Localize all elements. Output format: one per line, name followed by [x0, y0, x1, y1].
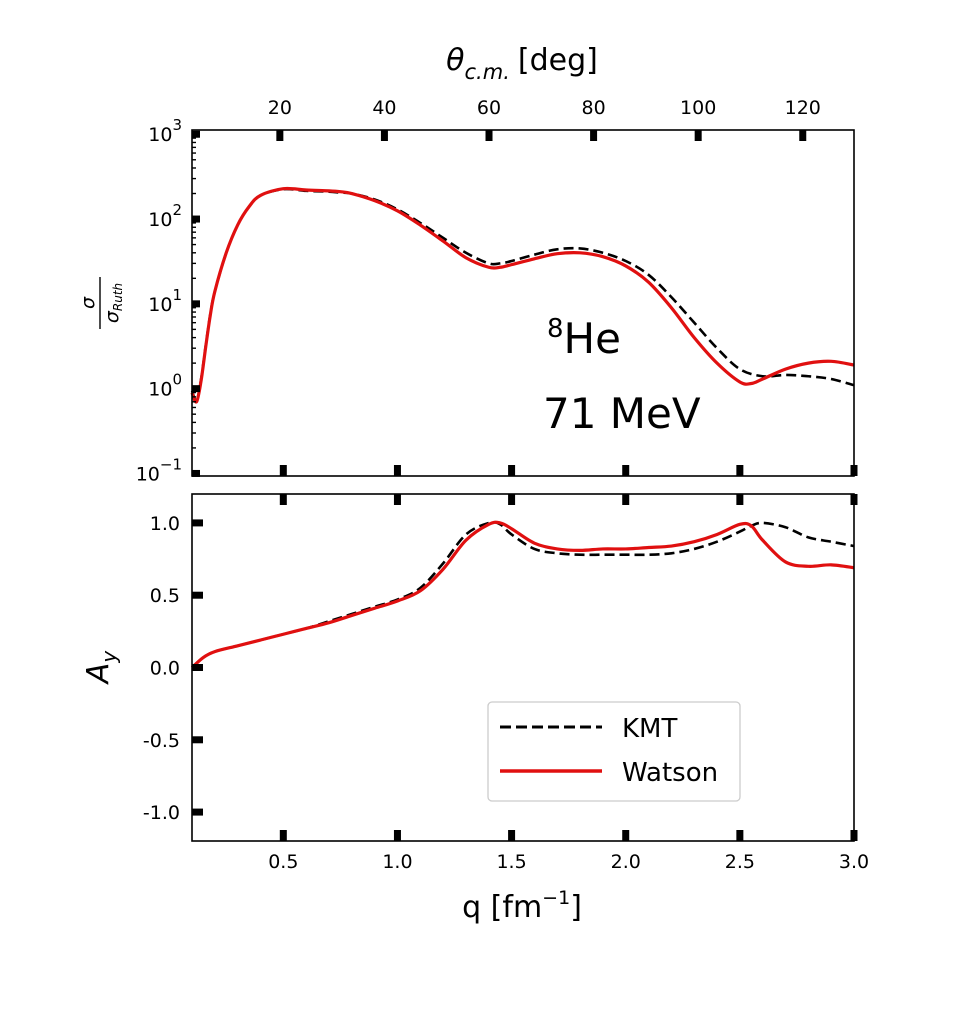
top-y-tick-label: 10−1 [136, 455, 182, 485]
ylabel-denominator: σRuth [101, 283, 125, 323]
legend-kmt-label: KMT [622, 714, 677, 744]
theta-tick-label: 80 [581, 97, 605, 119]
legend: KMT Watson [487, 701, 741, 802]
top-y-tick-base: 10 [148, 379, 172, 401]
top-y-major-tick [192, 300, 200, 308]
top-y-tick-label: 101 [148, 286, 182, 316]
ay-subscript: y [97, 650, 121, 664]
ylabel-den-sub: Ruth [111, 283, 125, 311]
energy-annotation: 71 MeV [543, 389, 701, 438]
bottom-series-kmt [191, 520, 855, 669]
bottom-x-tick-label: 1.0 [382, 851, 412, 873]
top-q-tick [736, 465, 744, 476]
bottom-q-top-tick [622, 494, 630, 505]
top-q-tick [393, 465, 401, 476]
top-y-major-tick [192, 130, 200, 138]
legend-watson-label: Watson [622, 758, 718, 788]
bottom-y-tick [192, 808, 203, 816]
theta-tick [590, 130, 598, 141]
theta-tick [799, 130, 807, 141]
theta-tick [380, 130, 388, 141]
bottom-x-tick-label: 1.5 [496, 851, 526, 873]
nucleus-symbol: He [564, 314, 621, 363]
top-y-tick-base: 10 [148, 124, 172, 146]
bottom-q-top-tick [736, 494, 744, 505]
bottom-y-tick-label: 0.0 [150, 658, 180, 680]
bottom-x-tick-label: 0.5 [268, 851, 298, 873]
bottom-y-tick-label: 0.5 [150, 585, 180, 607]
top-q-tick [279, 465, 287, 476]
nucleus-annotation: 8He [547, 314, 621, 363]
bottom-x-axis-title: q [fm−1] [462, 887, 582, 925]
bottom-x-tick-label: 2.0 [611, 851, 641, 873]
top-y-tick-label: 100 [148, 371, 182, 401]
bottom-q-tick [508, 830, 516, 841]
bottom-q-tick [736, 830, 744, 841]
q-label-close: ] [570, 890, 582, 925]
top-y-tick-exponent: 3 [172, 116, 182, 134]
theta-unit: [deg] [518, 43, 598, 78]
bottom-y-axis-title: Ay [81, 650, 121, 686]
top-axis-title: θc.m. [deg] [446, 43, 598, 84]
theta-tick-label: 20 [268, 97, 292, 119]
bottom-y-tick [192, 519, 203, 527]
bottom-y-tick [192, 591, 203, 599]
bottom-series-watson [190, 520, 855, 669]
top-series-watson [190, 186, 855, 404]
bottom-panel: 0.5 1.0 1.5 2.0 2.5 3.0 -1.0 -0.5 0.0 0.5 1.0 Ay q… [81, 493, 869, 925]
bottom-x-tick-label: 2.5 [725, 851, 755, 873]
bottom-y-tick [192, 736, 203, 744]
nucleus-mass-number: 8 [547, 314, 564, 344]
bottom-y-tick [192, 664, 203, 671]
bottom-q-tick [393, 830, 401, 841]
bottom-y-tick-label: -0.5 [143, 730, 180, 752]
bottom-y-tick-label: -1.0 [143, 802, 180, 824]
ay-symbol: A [81, 663, 116, 686]
theta-tick-label: 120 [785, 97, 821, 119]
theta-symbol: θ [446, 43, 464, 78]
top-y-tick-label: 103 [148, 116, 182, 146]
theta-tick-label: 100 [680, 97, 716, 119]
q-label-exponent: −1 [542, 887, 570, 909]
ylabel-numerator: σ [77, 296, 99, 309]
top-y-major-tick [192, 469, 200, 477]
bottom-series-group [190, 520, 855, 669]
top-y-tick-exponent: 2 [172, 201, 182, 219]
bottom-y-tick-label: 1.0 [150, 513, 180, 535]
top-y-major-tick [192, 385, 200, 393]
theta-tick [276, 130, 284, 141]
q-label: q [fm [462, 890, 542, 925]
top-series-kmt [190, 187, 855, 403]
bottom-panel-frame [191, 493, 855, 842]
top-y-tick-base: 10 [148, 209, 172, 231]
theta-tick-label: 60 [477, 97, 501, 119]
theta-tick-label: 40 [372, 97, 396, 119]
bottom-q-tick [622, 830, 630, 841]
bottom-q-tick [279, 830, 287, 841]
theta-tick [694, 130, 702, 141]
top-q-tick [508, 465, 516, 476]
top-y-tick-exponent: −1 [160, 455, 182, 473]
top-y-tick-exponent: 0 [172, 371, 182, 389]
bottom-ticks-group: 0.5 1.0 1.5 2.0 2.5 3.0 -1.0 -0.5 0.0 0.5 1.0 [143, 494, 869, 873]
top-panel-frame [191, 129, 855, 477]
bottom-x-tick-label: 3.0 [839, 851, 869, 873]
bottom-q-top-tick [393, 494, 401, 505]
ylabel-den-sigma: σ [101, 310, 123, 323]
top-y-tick-label: 102 [148, 201, 182, 231]
top-y-tick-base: 10 [148, 294, 172, 316]
bottom-q-top-tick [279, 494, 287, 505]
top-y-major-tick [192, 215, 200, 223]
top-y-axis-title: σ σRuth [77, 277, 125, 329]
bottom-q-top-tick [508, 494, 516, 505]
theta-tick [485, 130, 493, 141]
theta-subscript: c.m. [465, 60, 510, 84]
top-y-tick-exponent: 1 [172, 286, 182, 304]
top-y-tick-base: 10 [136, 463, 160, 485]
top-q-tick [622, 465, 630, 476]
top-series-group [190, 186, 855, 404]
